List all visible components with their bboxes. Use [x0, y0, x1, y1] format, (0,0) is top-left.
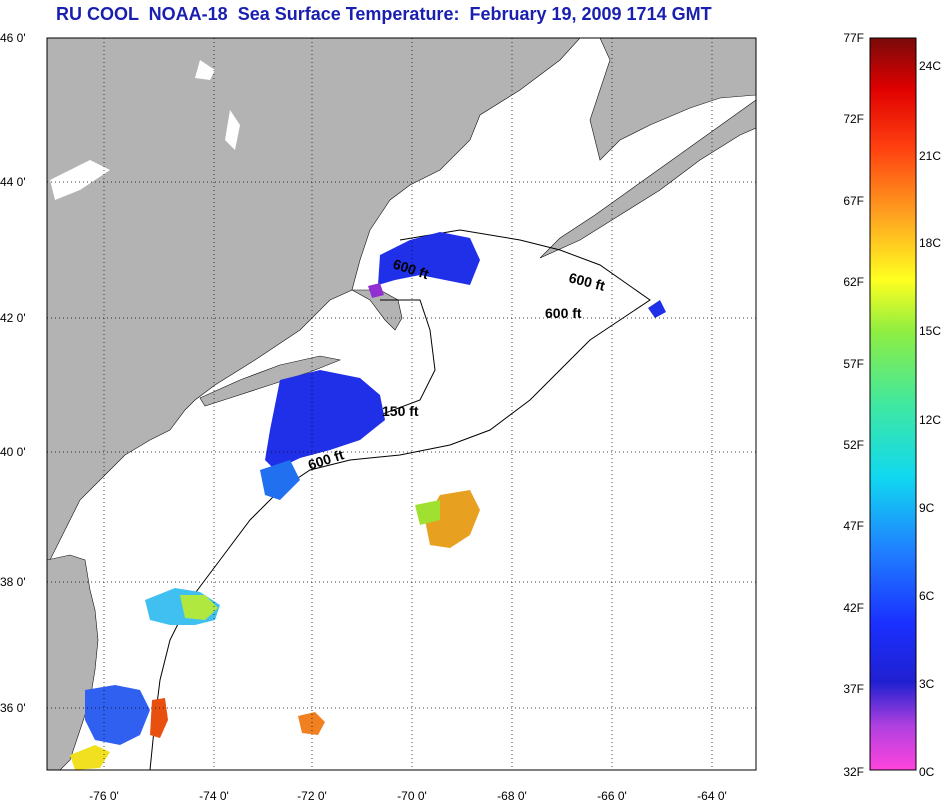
colorbar-fahrenheit-labels: 77F 72F 67F 62F 57F 52F 47F 42F 37F 32F	[843, 31, 864, 779]
colorbar-c-label: 6C	[919, 589, 935, 603]
sst-patch-gulfstream-2	[415, 500, 440, 525]
map-frame	[46, 37, 757, 771]
land-nova-scotia	[539, 99, 756, 259]
colorbar-c-label: 9C	[919, 501, 935, 515]
lon-label: -70 0'	[397, 789, 427, 803]
lat-label: 38 0'	[0, 575, 26, 589]
lake	[225, 110, 240, 150]
contour-label: 600 ft	[545, 305, 582, 321]
colorbar-scale	[869, 37, 917, 771]
colorbar-f-label: 42F	[843, 601, 864, 615]
lon-label: -76 0'	[89, 789, 119, 803]
colorbar-f-label: 77F	[843, 31, 864, 45]
colorbar-celsius-labels: 24C 21C 18C 15C 12C 9C 6C 3C 0C	[919, 59, 941, 779]
lon-label: -66 0'	[597, 789, 627, 803]
lat-label: 40 0'	[0, 445, 26, 459]
lat-label: 46 0'	[0, 31, 26, 45]
colorbar-f-label: 47F	[843, 519, 864, 533]
colorbar-c-label: 12C	[919, 413, 941, 427]
land-long-island	[199, 355, 342, 407]
land-mid-atlantic	[47, 554, 99, 770]
lon-label: -72 0'	[297, 789, 327, 803]
latitude-labels: 46 0' 44 0' 42 0' 40 0' 38 0' 36 0'	[0, 31, 26, 715]
sst-patch-scotian	[648, 300, 666, 318]
lon-label: -74 0'	[199, 789, 229, 803]
colorbar-f-label: 57F	[843, 357, 864, 371]
colorbar-c-label: 3C	[919, 677, 935, 691]
sst-patch-offshore	[298, 712, 325, 735]
lon-label: -64 0'	[697, 789, 727, 803]
colorbar-f-label: 72F	[843, 112, 864, 126]
lat-label: 36 0'	[0, 701, 26, 715]
sst-patch-outer-banks	[85, 685, 150, 745]
land-cape-breton	[589, 38, 756, 161]
colorbar-c-label: 18C	[919, 236, 941, 250]
sst-patch-cold-spot	[368, 283, 384, 298]
colorbar-f-label: 62F	[843, 275, 864, 289]
sst-patch-gulf-of-maine	[378, 232, 480, 285]
lon-label: -68 0'	[497, 789, 527, 803]
longitude-labels: -76 0' -74 0' -72 0' -70 0' -68 0' -66 0…	[89, 789, 727, 803]
lake	[50, 160, 110, 200]
lake	[195, 60, 215, 80]
colorbar-f-label: 52F	[843, 438, 864, 452]
land-mainland	[47, 38, 581, 561]
colorbar-c-label: 24C	[919, 59, 941, 73]
sst-patch-chesapeake-warm	[180, 595, 218, 620]
map-title: RU COOL NOAA-18 Sea Surface Temperature:…	[56, 4, 712, 24]
colorbar-c-label: 15C	[919, 324, 941, 338]
colorbar-f-label: 32F	[843, 765, 864, 779]
colorbar-f-label: 67F	[843, 194, 864, 208]
sst-patch-south	[70, 745, 110, 770]
colorbar-c-label: 0C	[919, 765, 935, 779]
sst-patch-georges	[265, 370, 385, 470]
colorbar-f-label: 37F	[843, 682, 864, 696]
lat-label: 44 0'	[0, 175, 26, 189]
colorbar-c-label: 21C	[919, 149, 941, 163]
lat-label: 42 0'	[0, 311, 26, 325]
contour-label: 150 ft	[382, 403, 419, 419]
sst-patch-shelf-break	[260, 460, 300, 500]
